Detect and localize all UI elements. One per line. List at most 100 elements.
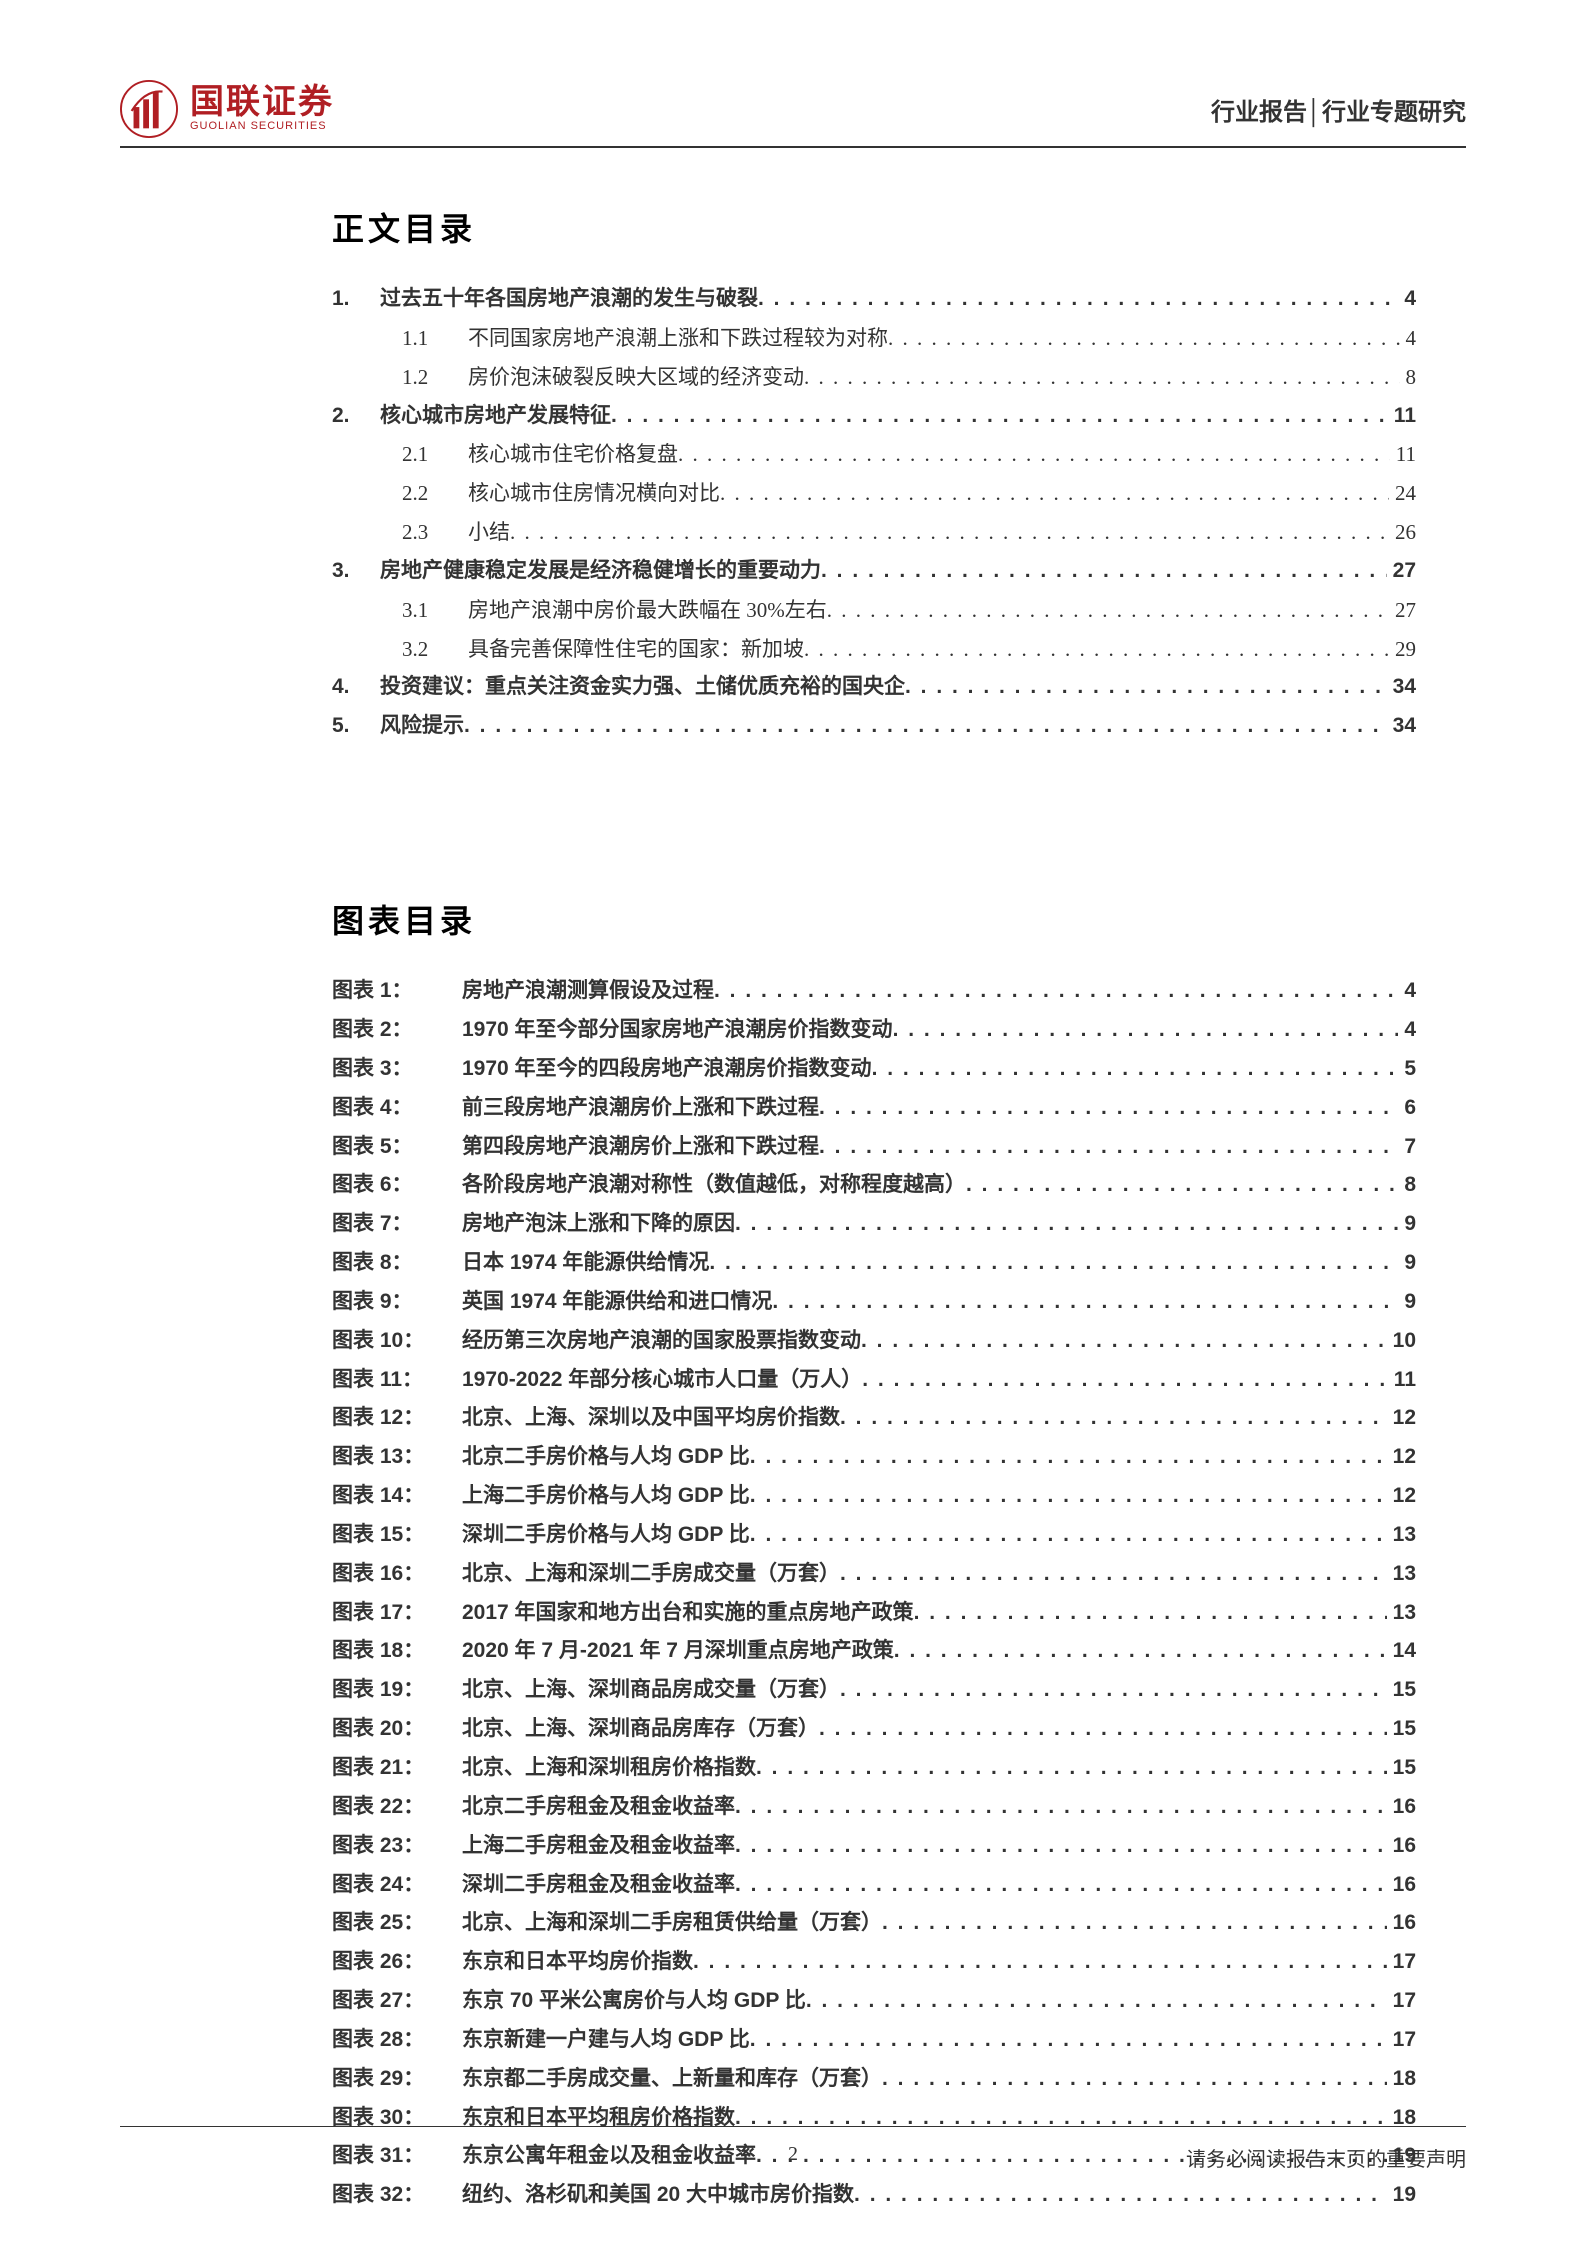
fig-num: 图表 27： (332, 1982, 462, 2021)
fig-label: 房地产泡沫上涨和下降的原因 (462, 1205, 735, 1244)
toc-num: 2.3 (402, 513, 468, 552)
fig-page: 8 (1398, 1166, 1416, 1205)
toc-page: 34 (1387, 707, 1416, 746)
fig-label: 东京都二手房成交量、上新量和库存（万套） (462, 2060, 882, 2099)
fig-leader: . . . . . . . . . . . . . . . . . . . . … (861, 1322, 1387, 1361)
fig-page: 15 (1387, 1749, 1416, 1788)
fig-page: 17 (1387, 1943, 1416, 1982)
fig-page: 9 (1398, 1283, 1416, 1322)
fig-leader: . . . . . . . . . . . . . . . . . . . . … (882, 2060, 1387, 2099)
toc-leader: . . . . . . . . . . . . . . . . . . . . … (720, 474, 1389, 513)
toc-num: 1.2 (402, 358, 468, 397)
toc-page: 4 (1398, 280, 1416, 319)
fig-num: 图表 10： (332, 1322, 462, 1361)
toc-row: 3.2具备完善保障性住宅的国家：新加坡 . . . . . . . . . . … (332, 630, 1416, 669)
fig-leader: . . . . . . . . . . . . . . . . . . . . … (966, 1166, 1398, 1205)
fig-page: 15 (1387, 1710, 1416, 1749)
fig-page: 4 (1398, 972, 1416, 1011)
toc-page: 34 (1387, 668, 1416, 707)
toc-page: 8 (1400, 358, 1417, 397)
fig-num: 图表 9： (332, 1283, 462, 1322)
fig-label: 北京二手房价格与人均 GDP 比 (462, 1438, 750, 1477)
toc-num: 1.1 (402, 319, 468, 358)
toc-num: 2.2 (402, 474, 468, 513)
fig-page: 7 (1398, 1128, 1416, 1167)
fig-row: 图表 6：各阶段房地产浪潮对称性（数值越低，对称程度越高） . . . . . … (332, 1166, 1416, 1205)
fig-label: 上海二手房价格与人均 GDP 比 (462, 1477, 750, 1516)
toc-label: 房地产健康稳定发展是经济稳健增长的重要动力 (380, 552, 821, 591)
fig-num: 图表 2： (332, 1011, 462, 1050)
toc-label: 投资建议：重点关注资金实力强、土储优质充裕的国央企 (380, 668, 905, 707)
fig-leader: . . . . . . . . . . . . . . . . . . . . … (914, 1594, 1387, 1633)
toc-row: 2.核心城市房地产发展特征 . . . . . . . . . . . . . … (332, 397, 1416, 436)
fig-page: 9 (1398, 1244, 1416, 1283)
toc-leader: . . . . . . . . . . . . . . . . . . . . … (888, 319, 1400, 358)
fig-row: 图表 14：上海二手房价格与人均 GDP 比 . . . . . . . . .… (332, 1477, 1416, 1516)
toc-page: 11 (1388, 397, 1416, 436)
fig-num: 图表 16： (332, 1555, 462, 1594)
toc-leader: . . . . . . . . . . . . . . . . . . . . … (611, 397, 1388, 436)
fig-num: 图表 6： (332, 1166, 462, 1205)
fig-label: 北京、上海、深圳商品房库存（万套） (462, 1710, 819, 1749)
fig-row: 图表 13：北京二手房价格与人均 GDP 比 . . . . . . . . .… (332, 1438, 1416, 1477)
fig-row: 图表 22：北京二手房租金及租金收益率 . . . . . . . . . . … (332, 1788, 1416, 1827)
content: 正文目录 1.过去五十年各国房地产浪潮的发生与破裂 . . . . . . . … (120, 204, 1466, 2215)
fig-label: 英国 1974 年能源供给和进口情况 (462, 1283, 772, 1322)
toc-num: 2. (332, 397, 380, 436)
logo-cn: 国联证券 (190, 85, 334, 121)
toc-label: 核心城市房地产发展特征 (380, 397, 611, 436)
fig-num: 图表 28： (332, 2021, 462, 2060)
fig-row: 图表 24：深圳二手房租金及租金收益率 . . . . . . . . . . … (332, 1866, 1416, 1905)
fig-label: 前三段房地产浪潮房价上涨和下跌过程 (462, 1089, 819, 1128)
fig-num: 图表 26： (332, 1943, 462, 1982)
fig-row: 图表 26：东京和日本平均房价指数 . . . . . . . . . . . … (332, 1943, 1416, 1982)
fig-num: 图表 29： (332, 2060, 462, 2099)
fig-page: 10 (1387, 1322, 1416, 1361)
fig-label: 各阶段房地产浪潮对称性（数值越低，对称程度越高） (462, 1166, 966, 1205)
fig-page: 13 (1387, 1594, 1416, 1633)
toc-leader: . . . . . . . . . . . . . . . . . . . . … (804, 630, 1389, 669)
fig-label: 1970-2022 年部分核心城市人口量（万人） (462, 1361, 862, 1400)
section-gap (332, 746, 1416, 896)
fig-leader: . . . . . . . . . . . . . . . . . . . . … (735, 1827, 1387, 1866)
header-divider (120, 146, 1466, 148)
toc-leader: . . . . . . . . . . . . . . . . . . . . … (678, 435, 1390, 474)
logo-text: 国联证券 GUOLIAN SECURITIES (190, 85, 334, 132)
fig-page: 11 (1388, 1361, 1416, 1400)
toc-label: 房价泡沫破裂反映大区域的经济变动 (468, 358, 804, 397)
fig-label: 2017 年国家和地方出台和实施的重点房地产政策 (462, 1594, 914, 1633)
fig-label: 经历第三次房地产浪潮的国家股票指数变动 (462, 1322, 861, 1361)
fig-num: 图表 4： (332, 1089, 462, 1128)
toc-row: 3.房地产健康稳定发展是经济稳健增长的重要动力 . . . . . . . . … (332, 552, 1416, 591)
fig-num: 图表 21： (332, 1749, 462, 1788)
fig-row: 图表 18：2020 年 7 月-2021 年 7 月深圳重点房地产政策 . .… (332, 1632, 1416, 1671)
fig-page: 5 (1398, 1050, 1416, 1089)
fig-row: 图表 4：前三段房地产浪潮房价上涨和下跌过程 . . . . . . . . .… (332, 1089, 1416, 1128)
toc-row: 2.2核心城市住房情况横向对比 . . . . . . . . . . . . … (332, 474, 1416, 513)
fig-leader: . . . . . . . . . . . . . . . . . . . . … (750, 2021, 1387, 2060)
fig-leader: . . . . . . . . . . . . . . . . . . . . … (819, 1089, 1398, 1128)
fig-label: 上海二手房租金及租金收益率 (462, 1827, 735, 1866)
toc-label: 小结 (468, 513, 510, 552)
fig-row: 图表 25：北京、上海和深圳二手房租赁供给量（万套） . . . . . . .… (332, 1904, 1416, 1943)
toc-page: 26 (1389, 513, 1416, 552)
fig-page: 6 (1398, 1089, 1416, 1128)
toc-num: 1. (332, 280, 380, 319)
fig-row: 图表 19：北京、上海、深圳商品房成交量（万套） . . . . . . . .… (332, 1671, 1416, 1710)
toc-container: 1.过去五十年各国房地产浪潮的发生与破裂 . . . . . . . . . .… (332, 280, 1416, 746)
fig-num: 图表 1： (332, 972, 462, 1011)
fig-row: 图表 23：上海二手房租金及租金收益率 . . . . . . . . . . … (332, 1827, 1416, 1866)
toc-num: 3. (332, 552, 380, 591)
fig-num: 图表 11： (332, 1361, 462, 1400)
fig-label: 东京和日本平均房价指数 (462, 1943, 693, 1982)
toc-page: 4 (1400, 319, 1417, 358)
fig-row: 图表 20：北京、上海、深圳商品房库存（万套） . . . . . . . . … (332, 1710, 1416, 1749)
fig-leader: . . . . . . . . . . . . . . . . . . . . … (840, 1555, 1387, 1594)
fig-num: 图表 32： (332, 2176, 462, 2215)
fig-label: 深圳二手房价格与人均 GDP 比 (462, 1516, 750, 1555)
logo-icon (120, 80, 178, 138)
fig-page: 4 (1398, 1011, 1416, 1050)
toc-leader: . . . . . . . . . . . . . . . . . . . . … (510, 513, 1389, 552)
fig-page: 12 (1387, 1477, 1416, 1516)
fig-row: 图表 11：1970-2022 年部分核心城市人口量（万人） . . . . .… (332, 1361, 1416, 1400)
